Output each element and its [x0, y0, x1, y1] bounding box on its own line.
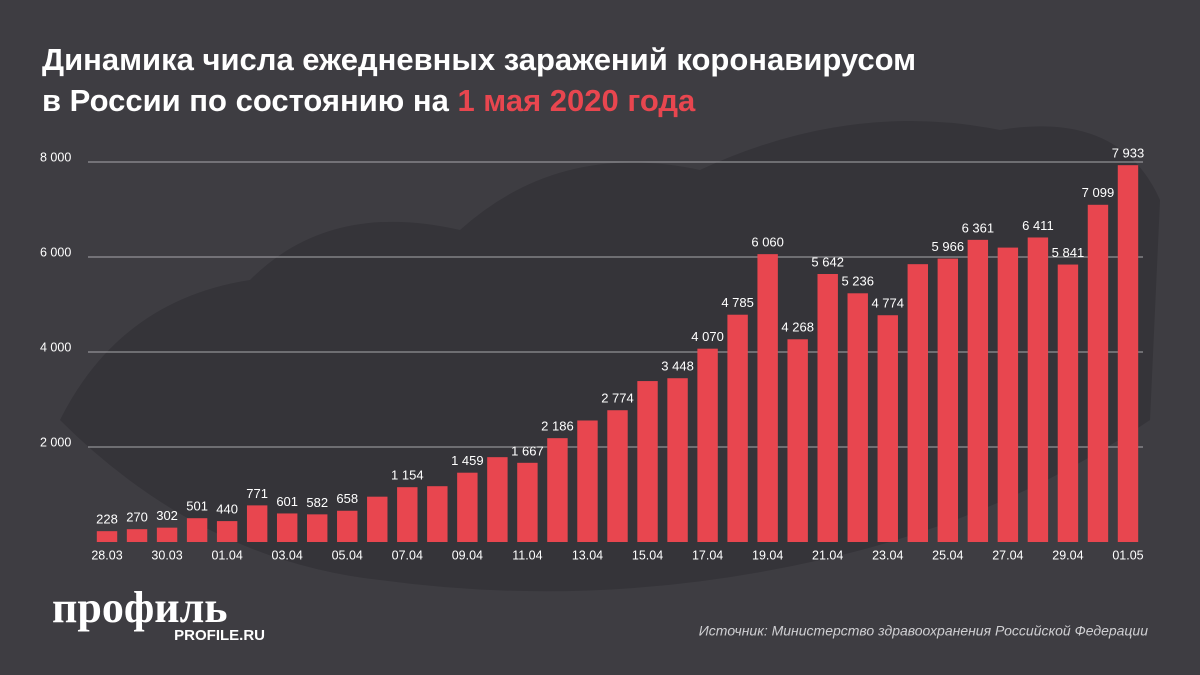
- value-label: 1 667: [511, 443, 544, 458]
- x-tick-label: 01.04: [211, 548, 242, 562]
- bar: [877, 315, 898, 542]
- value-label: 771: [246, 486, 268, 501]
- value-label: 4 268: [781, 320, 814, 335]
- bar: [817, 274, 838, 542]
- x-tick-label: 27.04: [992, 548, 1023, 562]
- y-tick-label: 6 000: [40, 245, 71, 259]
- x-tick-label: 15.04: [632, 548, 663, 562]
- title-highlight: 1 мая 2020 года: [457, 83, 696, 118]
- value-label: 302: [156, 508, 178, 523]
- bar: [847, 293, 868, 542]
- bar: [517, 462, 538, 542]
- value-label: 440: [216, 502, 238, 517]
- bar: [607, 410, 628, 542]
- value-label: 4 774: [871, 296, 904, 311]
- value-label: 5 841: [1052, 245, 1085, 260]
- y-tick-label: 8 000: [40, 150, 71, 164]
- bar: [216, 521, 238, 542]
- bar: [307, 514, 328, 542]
- bar: [937, 258, 959, 542]
- x-tick-label: 29.04: [1052, 548, 1083, 562]
- bar: [276, 513, 298, 542]
- bar: [397, 487, 418, 542]
- bar: [787, 339, 808, 542]
- bar: [487, 457, 508, 542]
- logo-sub: PROFILE.RU: [174, 627, 265, 644]
- value-label: 7 933: [1112, 146, 1145, 161]
- bar: [547, 438, 568, 542]
- value-label: 582: [306, 495, 328, 510]
- x-tick-label: 07.04: [392, 548, 423, 562]
- bar: [156, 527, 178, 542]
- value-label: 6 060: [751, 235, 784, 250]
- bar: [637, 381, 658, 542]
- bar: [577, 420, 598, 542]
- x-tick-label: 28.03: [91, 548, 122, 562]
- bar: [1057, 264, 1079, 542]
- bar: [997, 247, 1019, 542]
- x-tick-label: 30.03: [151, 548, 182, 562]
- y-tick-label: 2 000: [40, 435, 71, 449]
- bar: [246, 505, 268, 542]
- value-label: 501: [186, 499, 208, 514]
- value-label: 7 099: [1082, 185, 1115, 200]
- bar: [96, 531, 118, 542]
- x-tick-label: 01.05: [1112, 548, 1143, 562]
- x-tick-label: 09.04: [452, 548, 483, 562]
- bar: [457, 472, 478, 542]
- bar: [337, 510, 358, 542]
- value-label: 5 642: [811, 254, 844, 269]
- bar: [727, 314, 748, 542]
- value-label: 2 186: [541, 419, 574, 434]
- value-label: 4 785: [721, 295, 754, 310]
- y-tick-label: 4 000: [40, 340, 71, 354]
- bar: [367, 496, 388, 542]
- bar: [427, 486, 448, 542]
- value-label: 1 459: [451, 453, 484, 468]
- chart-title: Динамика числа ежедневных заражений коро…: [42, 42, 916, 77]
- source: Источник: Министерство здравоохранения Р…: [699, 623, 1148, 639]
- bar: [967, 239, 989, 543]
- bar: [907, 264, 928, 542]
- bar: [1117, 165, 1139, 542]
- value-label: 2 774: [601, 391, 634, 406]
- value-label: 3 448: [661, 359, 694, 374]
- logo: профиль: [52, 583, 228, 632]
- bar: [1027, 237, 1049, 543]
- value-label: 228: [96, 512, 118, 527]
- title-text: в России по состоянию на: [42, 83, 450, 118]
- x-tick-label: 11.04: [512, 548, 542, 562]
- value-label: 601: [276, 494, 298, 509]
- bar: [697, 348, 718, 542]
- value-label: 658: [336, 491, 358, 506]
- value-label: 1 154: [391, 468, 424, 483]
- bar: [757, 254, 778, 542]
- bar: [186, 518, 208, 542]
- value-label: 6 411: [1022, 218, 1054, 233]
- value-label: 5 966: [932, 239, 965, 254]
- value-label: 6 361: [962, 220, 995, 235]
- value-label: 4 070: [691, 329, 724, 344]
- value-label: 270: [126, 510, 148, 525]
- x-tick-label: 17.04: [692, 548, 723, 562]
- x-tick-label: 13.04: [572, 548, 603, 562]
- value-label: 5 236: [841, 274, 874, 289]
- bar: [667, 378, 688, 542]
- x-tick-label: 05.04: [332, 548, 363, 562]
- chart-title-line2: в России по состоянию на 1 мая 2020 года: [42, 83, 696, 118]
- bar: [126, 529, 148, 542]
- x-tick-label: 25.04: [932, 548, 963, 562]
- bar: [1087, 204, 1109, 543]
- x-tick-label: 19.04: [752, 548, 783, 562]
- x-tick-label: 23.04: [872, 548, 903, 562]
- x-tick-label: 03.04: [272, 548, 303, 562]
- x-tick-label: 21.04: [812, 548, 843, 562]
